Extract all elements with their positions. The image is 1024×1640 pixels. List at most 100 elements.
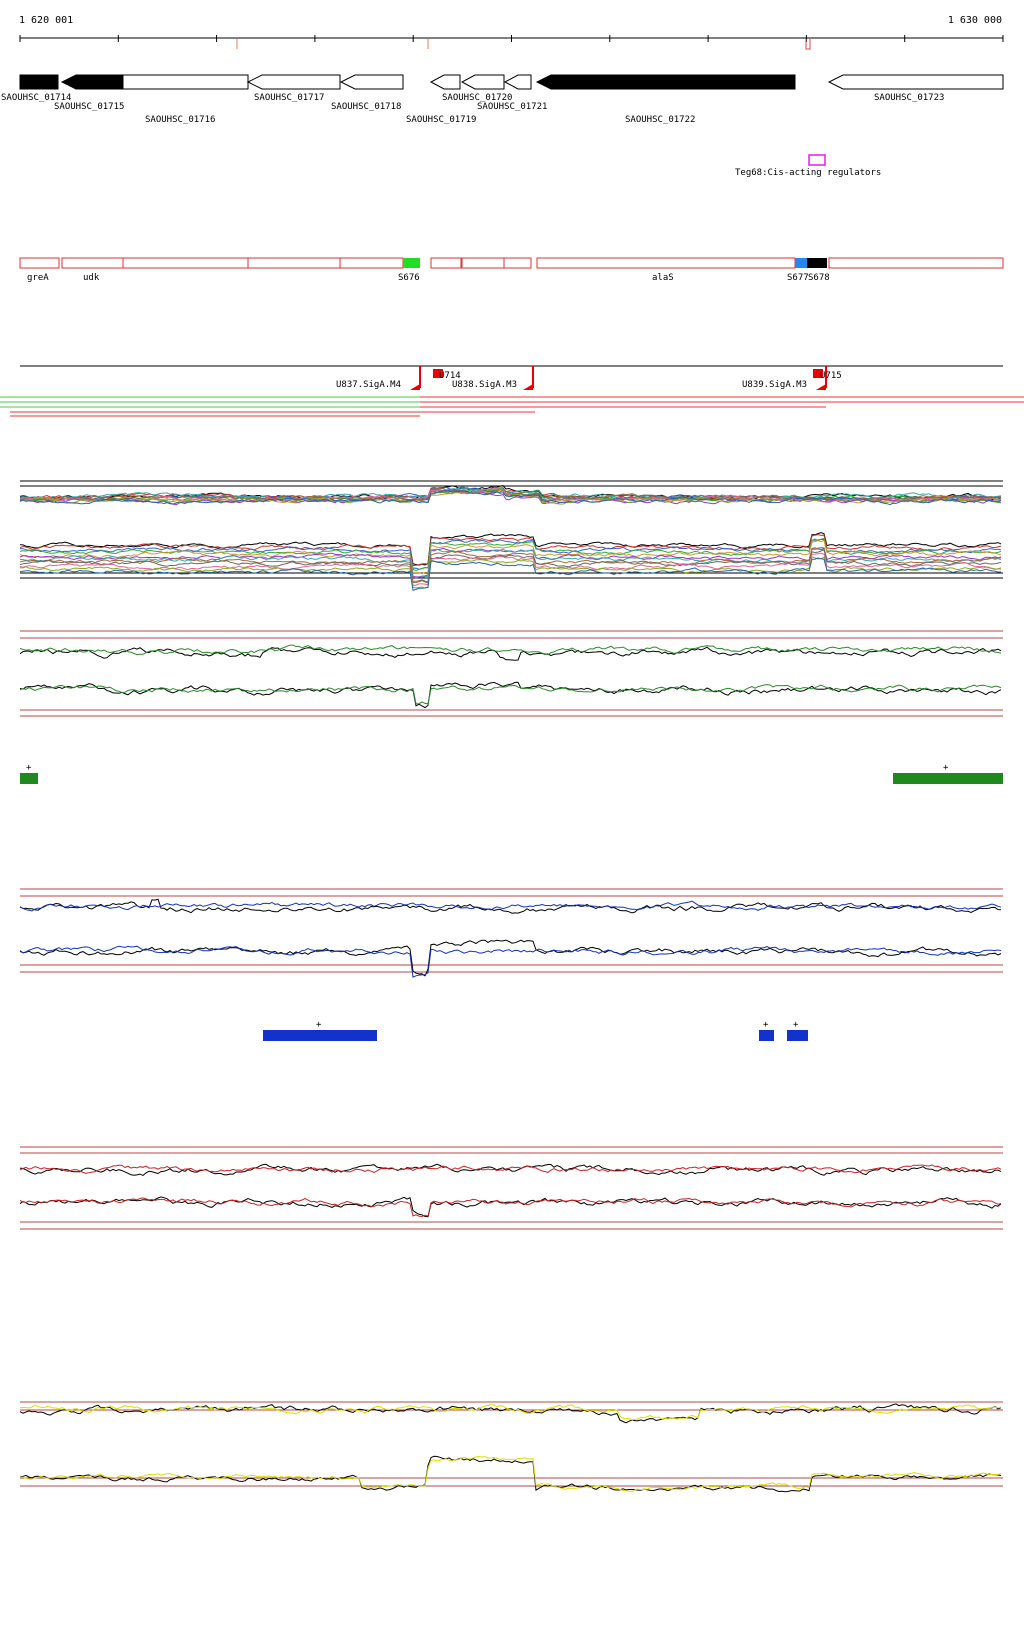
blue-segment[interactable] bbox=[787, 1030, 808, 1041]
expression-trace bbox=[19, 488, 1002, 503]
gene-label: SAOUHSC_01715 bbox=[54, 102, 124, 112]
expression-trace bbox=[19, 1164, 1002, 1174]
blue-expression-track bbox=[19, 888, 1003, 978]
green-segment-track: + + bbox=[20, 763, 1003, 784]
promoter-box-u714[interactable] bbox=[433, 369, 443, 378]
feature-box[interactable] bbox=[19, 257, 60, 269]
feature-label: alaS bbox=[652, 273, 674, 283]
feature-label: udk bbox=[83, 273, 100, 283]
gene-arrow-01715[interactable] bbox=[60, 74, 124, 90]
srna-s676-box[interactable] bbox=[403, 258, 420, 268]
expression-trace bbox=[19, 487, 1002, 500]
blue-segment[interactable] bbox=[759, 1030, 774, 1041]
expression-trace bbox=[19, 539, 1002, 575]
blue-segment-track: + + + bbox=[263, 1020, 808, 1041]
expression-trace bbox=[19, 1163, 1002, 1176]
gene-arrow-01714[interactable] bbox=[19, 74, 59, 90]
expression-trace bbox=[19, 547, 1002, 579]
expression-trace bbox=[19, 1197, 1002, 1218]
yellow-expression-track bbox=[19, 1401, 1003, 1493]
ruler-end-label: 1 630 000 bbox=[948, 15, 1002, 26]
expression-trace bbox=[19, 549, 1002, 584]
gene-arrow-01719[interactable] bbox=[429, 74, 461, 90]
gene-label: SAOUHSC_01722 bbox=[625, 115, 695, 125]
green-plus-marker: + bbox=[26, 763, 32, 773]
promoter-label: U715 bbox=[820, 371, 842, 381]
promoter-box-u715[interactable] bbox=[813, 369, 823, 378]
promoter-arrow[interactable] bbox=[410, 384, 420, 390]
promoter-arrow[interactable] bbox=[816, 384, 826, 390]
feature-label: greA bbox=[27, 273, 49, 283]
gene-arrow-01716[interactable] bbox=[122, 74, 249, 90]
blue-plus-marker: + bbox=[316, 1020, 322, 1030]
gene-arrow-01717[interactable] bbox=[246, 74, 341, 90]
feature-box[interactable] bbox=[536, 257, 796, 269]
ruler-highlight-mark bbox=[236, 39, 238, 49]
expression-trace bbox=[19, 1456, 1002, 1493]
expression-trace bbox=[19, 488, 1002, 505]
promoter-label: U714 bbox=[439, 371, 461, 381]
regulator-track: Teg68:Cis-acting regulators bbox=[735, 154, 881, 178]
srna-s677-box[interactable] bbox=[795, 258, 807, 268]
gene-label: SAOUHSC_01719 bbox=[406, 115, 476, 125]
feature-box[interactable] bbox=[247, 257, 404, 269]
gene-label: SAOUHSC_01720 bbox=[442, 93, 512, 103]
expression-trace bbox=[19, 684, 1002, 705]
feature-box[interactable] bbox=[430, 257, 462, 269]
promoter-arrow[interactable] bbox=[523, 384, 533, 390]
promoter-label: U839.SigA.M3 bbox=[742, 380, 807, 390]
gene-label: SAOUHSC_01716 bbox=[145, 115, 215, 125]
gene-arrow-01718[interactable] bbox=[339, 74, 404, 90]
promoter-label: U837.SigA.M4 bbox=[336, 380, 401, 390]
gene-label: SAOUHSC_01721 bbox=[477, 102, 547, 112]
expression-trace bbox=[19, 1403, 1002, 1424]
expression-trace bbox=[19, 556, 1002, 589]
expression-trace bbox=[19, 1196, 1002, 1218]
gene-label: SAOUHSC_01723 bbox=[874, 93, 944, 103]
srna-s678-box[interactable] bbox=[807, 258, 827, 268]
green-segment[interactable] bbox=[20, 773, 38, 784]
gene-label: SAOUHSC_01717 bbox=[254, 93, 324, 103]
expression-trace bbox=[19, 1404, 1002, 1421]
green-segment[interactable] bbox=[893, 773, 1003, 784]
blue-plus-marker: + bbox=[793, 1020, 799, 1030]
expression-trace bbox=[19, 681, 1002, 709]
expression-trace bbox=[19, 490, 1002, 506]
gene-arrow-01721[interactable] bbox=[503, 74, 532, 90]
blue-segment[interactable] bbox=[263, 1030, 377, 1041]
expression-trace bbox=[19, 644, 1002, 656]
transcript-lines bbox=[0, 396, 1024, 417]
multi-condition-expression-track bbox=[19, 480, 1003, 591]
feature-box[interactable] bbox=[461, 257, 532, 269]
coordinate-ruler: 1 620 001 1 630 000 bbox=[19, 15, 1004, 50]
ruler-start-label: 1 620 001 bbox=[19, 15, 73, 26]
expression-trace bbox=[19, 939, 1002, 977]
expression-trace bbox=[19, 898, 1002, 914]
gene-label: SAOUHSC_01714 bbox=[1, 93, 71, 103]
blue-plus-marker: + bbox=[763, 1020, 769, 1030]
feature-track: greA udk S676 alaS S677 S678 bbox=[19, 257, 1004, 283]
feature-label: S676 bbox=[398, 273, 420, 283]
regulator-box[interactable] bbox=[808, 154, 826, 166]
expression-trace bbox=[19, 557, 1002, 591]
ruler-highlight-mark bbox=[805, 39, 811, 50]
expression-trace bbox=[19, 646, 1002, 661]
gene-label: SAOUHSC_01718 bbox=[331, 102, 401, 112]
promoter-label: U838.SigA.M3 bbox=[452, 380, 517, 390]
expression-trace bbox=[19, 534, 1002, 567]
green-expression-track bbox=[19, 630, 1003, 717]
gene-arrow-01720[interactable] bbox=[460, 74, 505, 90]
gene-arrow-01723[interactable] bbox=[827, 74, 1004, 90]
feature-box[interactable] bbox=[828, 257, 1004, 269]
gene-track: SAOUHSC_01714 SAOUHSC_01715 SAOUHSC_0171… bbox=[1, 74, 1004, 125]
expression-trace bbox=[19, 532, 1002, 566]
feature-label: S678 bbox=[808, 273, 830, 283]
feature-box[interactable] bbox=[61, 257, 249, 269]
gene-arrow-01722[interactable] bbox=[535, 74, 796, 90]
promoter-track: U837.SigA.M4 U838.SigA.M3 U839.SigA.M3 U… bbox=[20, 365, 1003, 390]
expression-trace bbox=[19, 945, 1002, 978]
expression-trace bbox=[19, 547, 1002, 583]
regulator-label: Teg68:Cis-acting regulators bbox=[735, 168, 881, 178]
expression-trace bbox=[19, 489, 1002, 506]
